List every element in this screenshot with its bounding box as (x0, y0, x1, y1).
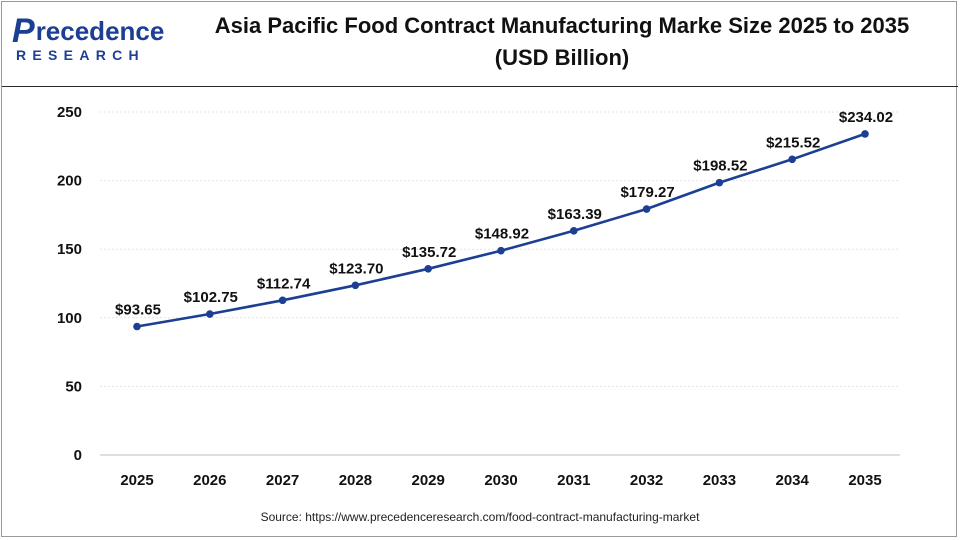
data-point (278, 296, 287, 305)
y-tick-label: 200 (57, 173, 82, 190)
data-label: $163.39 (548, 206, 602, 223)
data-label: $102.75 (184, 289, 238, 306)
data-point (788, 155, 796, 164)
x-tick-label: 2034 (776, 472, 810, 489)
data-label: $135.72 (402, 244, 456, 261)
data-label: $179.27 (620, 184, 674, 201)
precedence-research-logo: P recedence RESEARCH (12, 12, 165, 74)
data-label: $198.52 (693, 158, 747, 175)
data-label: $215.52 (766, 134, 820, 151)
y-tick-label: 0 (74, 447, 82, 464)
x-tick-label: 2031 (557, 472, 590, 489)
label-layer: $93.65 $102.75 $112.74 $123.70 $135.72 $148.9… (115, 109, 893, 319)
x-tick-label: 2027 (266, 472, 299, 489)
data-label: $148.92 (475, 226, 529, 243)
data-point (861, 130, 869, 138)
logo-word: recedence (35, 16, 165, 46)
x-tick-label: 2035 (848, 472, 881, 489)
header: P recedence RESEARCH Asia Pacific Food C… (2, 2, 958, 87)
data-point (206, 310, 214, 318)
data-label: $123.70 (329, 260, 383, 277)
logo-subtitle: RESEARCH (16, 47, 145, 63)
source-note: Source: https://www.precedenceresearch.c… (260, 510, 700, 524)
x-tick-label: 2025 (120, 472, 153, 489)
data-label: $234.02 (839, 109, 893, 126)
x-tick-label: 2029 (412, 472, 445, 489)
y-tick-label: 150 (57, 241, 82, 258)
x-tick-label: 2026 (193, 472, 226, 489)
chart-title-line1: Asia Pacific Food Contract Manufacturing… (214, 13, 910, 38)
axis-layer: 0 50 100 150 200 250 2025 2026 2027 2028 2029 2030 2… (57, 104, 882, 489)
data-label: $93.65 (115, 302, 161, 319)
x-tick-label: 2030 (484, 472, 517, 489)
y-tick-label: 100 (57, 310, 82, 327)
data-point (424, 264, 433, 273)
x-tick-label: 2033 (703, 472, 736, 489)
x-tick-label: 2032 (630, 472, 663, 489)
data-point (497, 246, 505, 255)
data-point (570, 227, 578, 235)
data-point (133, 322, 141, 331)
data-point (715, 178, 724, 187)
chart-title: Asia Pacific Food Contract Manufacturing… (172, 10, 952, 74)
y-tick-label: 250 (57, 104, 82, 121)
data-point (351, 281, 360, 290)
x-tick-label: 2028 (339, 472, 372, 489)
chart-title-line2: (USD Billion) (494, 45, 630, 70)
y-tick-label: 50 (65, 378, 82, 395)
data-point (642, 205, 651, 213)
logo-mark: P (12, 12, 35, 50)
point-layer (133, 130, 869, 331)
data-label: $112.74 (257, 275, 311, 292)
